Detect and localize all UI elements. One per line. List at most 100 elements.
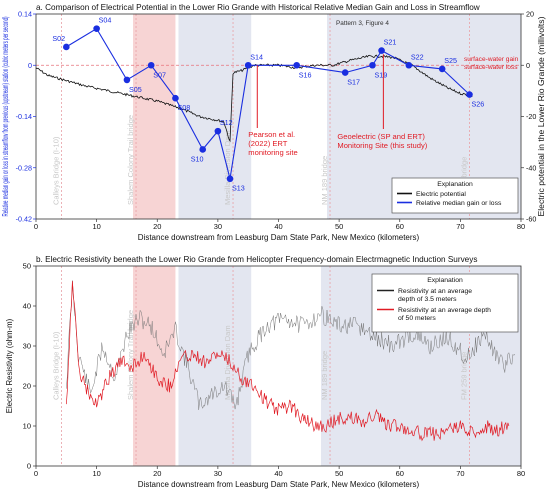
x-tick-label: 0 — [34, 469, 38, 478]
y-tick-label: 40 — [23, 302, 31, 311]
gain-loss-point — [214, 127, 222, 135]
panel-a: Calleys Bridge (I-10) Shalem Colony Trail… — [1, 10, 546, 243]
geoelectric-annotation: Geoelectric (SP and ERT) — [337, 132, 425, 141]
y-tick-label: -0.28 — [16, 163, 32, 172]
gain-label: surface-water gain — [464, 56, 519, 63]
panel-b-title: b. Electric Resistivity beneath the Lowe… — [36, 255, 477, 264]
point-label: S05 — [129, 85, 142, 94]
y-tick-label: 0 — [28, 61, 32, 70]
point-label: S08 — [177, 103, 190, 112]
legend-title: Explanation — [427, 277, 463, 284]
x-tick-label: 50 — [335, 469, 343, 478]
point-label: S25 — [444, 56, 457, 65]
loss-label: surface-water loss — [464, 64, 518, 71]
point-label: S26 — [471, 100, 484, 109]
x-tick-label: 30 — [214, 222, 222, 231]
resistivity-3-5m-line — [66, 280, 516, 410]
x-tick-label: 50 — [335, 222, 343, 231]
point-label: S02 — [52, 34, 65, 43]
y-right-tick-label: 0 — [526, 61, 530, 70]
gain-loss-point — [93, 25, 100, 32]
point-label: S19 — [374, 70, 387, 79]
y-tick-label: 20 — [23, 382, 31, 391]
legend-entry: Electric potential — [416, 191, 466, 198]
marker-label: Calleys Bridge (I-10) — [51, 136, 60, 205]
legend-title: Explanation — [437, 181, 473, 188]
x-axis-label: Distance downstream from Leasburg Dam St… — [138, 480, 420, 489]
x-tick-label: 70 — [456, 469, 464, 478]
gain-loss-point — [438, 65, 446, 73]
shaded-band — [133, 266, 176, 466]
gain-loss-point — [405, 61, 413, 69]
y-right-tick-label: 20 — [526, 10, 534, 19]
x-tick-label: 60 — [396, 222, 404, 231]
y-tick-label: 0 — [27, 462, 31, 471]
gain-loss-point — [378, 47, 385, 54]
marker-label: Shalem Colony Trail bridge — [126, 310, 135, 400]
point-label: S14 — [250, 52, 263, 61]
gain-loss-point — [466, 91, 473, 98]
y-tick-label: 0.14 — [18, 10, 32, 19]
shaded-band — [178, 14, 252, 219]
gain-loss-point — [123, 76, 131, 84]
point-label: S16 — [299, 70, 312, 79]
geoelectric-annotation: Monitoring Site (this study) — [337, 141, 427, 150]
marker-label: NM 189 bridge — [320, 156, 329, 205]
legend-entry: Resistivity at an average depth — [398, 307, 491, 314]
point-label: S17 — [347, 78, 360, 87]
shaded-band — [178, 266, 252, 466]
electric-potential-line — [35, 54, 473, 143]
point-label: S04 — [99, 16, 112, 25]
y-right-tick-label: -40 — [526, 163, 536, 172]
panel-b: Calleys Bridge (I-10) Shalem Colony Trail… — [5, 262, 525, 490]
marker-label: FM 259 bridge — [459, 352, 468, 400]
point-label: S21 — [384, 38, 397, 47]
marker-label: Shalem Colony Trail bridge — [126, 115, 135, 205]
pearson-annotation: (2022) ERT — [248, 139, 287, 148]
y-right-tick-label: -20 — [526, 112, 536, 121]
point-label: S07 — [153, 70, 166, 79]
pearson-annotation: monitoring site — [248, 148, 297, 157]
resistivity-50m-line — [65, 281, 510, 442]
x-axis-label: Distance downstream from Leasburg Dam St… — [138, 233, 420, 242]
gain-loss-point — [172, 94, 179, 102]
x-tick-label: 0 — [34, 222, 38, 231]
legend-entry: of 50 meters — [398, 315, 436, 322]
y-tick-label: -0.14 — [16, 112, 32, 121]
shaded-band — [133, 14, 176, 219]
x-tick-label: 80 — [517, 222, 525, 231]
gain-loss-point — [341, 69, 349, 76]
y-axis-label: Relative median gain or loss in streamfl… — [1, 16, 10, 216]
gain-loss-point — [369, 61, 376, 69]
y-tick-label: -0.42 — [16, 215, 32, 224]
point-label: S22 — [411, 52, 424, 61]
y-tick-label: 10 — [23, 422, 31, 431]
gain-loss-point — [226, 175, 234, 183]
x-tick-label: 30 — [214, 469, 222, 478]
x-tick-label: 40 — [274, 469, 282, 478]
gain-loss-point — [63, 43, 70, 51]
gain-loss-point — [293, 61, 300, 69]
x-tick-label: 60 — [396, 469, 404, 478]
legend-entry: Relative median gain or loss — [416, 200, 502, 207]
point-label: S10 — [191, 154, 204, 163]
y-right-tick-label: -60 — [526, 215, 536, 224]
x-tick-label: 40 — [274, 222, 282, 231]
x-tick-label: 70 — [456, 222, 464, 231]
point-label: S13 — [232, 184, 245, 193]
pattern-label: Pattern 3, Figure 4 — [336, 20, 389, 27]
legend-box — [371, 273, 519, 333]
y-tick-label: 50 — [23, 262, 31, 271]
legend-box — [391, 177, 519, 214]
panel-a-title: a. Comparison of Electrical Potential in… — [36, 3, 480, 12]
pearson-annotation: Pearson et al. — [248, 130, 295, 139]
x-tick-label: 20 — [153, 222, 161, 231]
gain-loss-point — [199, 146, 207, 153]
x-tick-label: 10 — [92, 469, 100, 478]
y-tick-label: 30 — [23, 342, 31, 351]
y-right-axis-label: Electric potential in the Lower Rio Gran… — [537, 16, 546, 216]
marker-label: NM 189 bridge — [320, 351, 329, 400]
x-tick-label: 20 — [153, 469, 161, 478]
x-tick-label: 80 — [517, 469, 525, 478]
